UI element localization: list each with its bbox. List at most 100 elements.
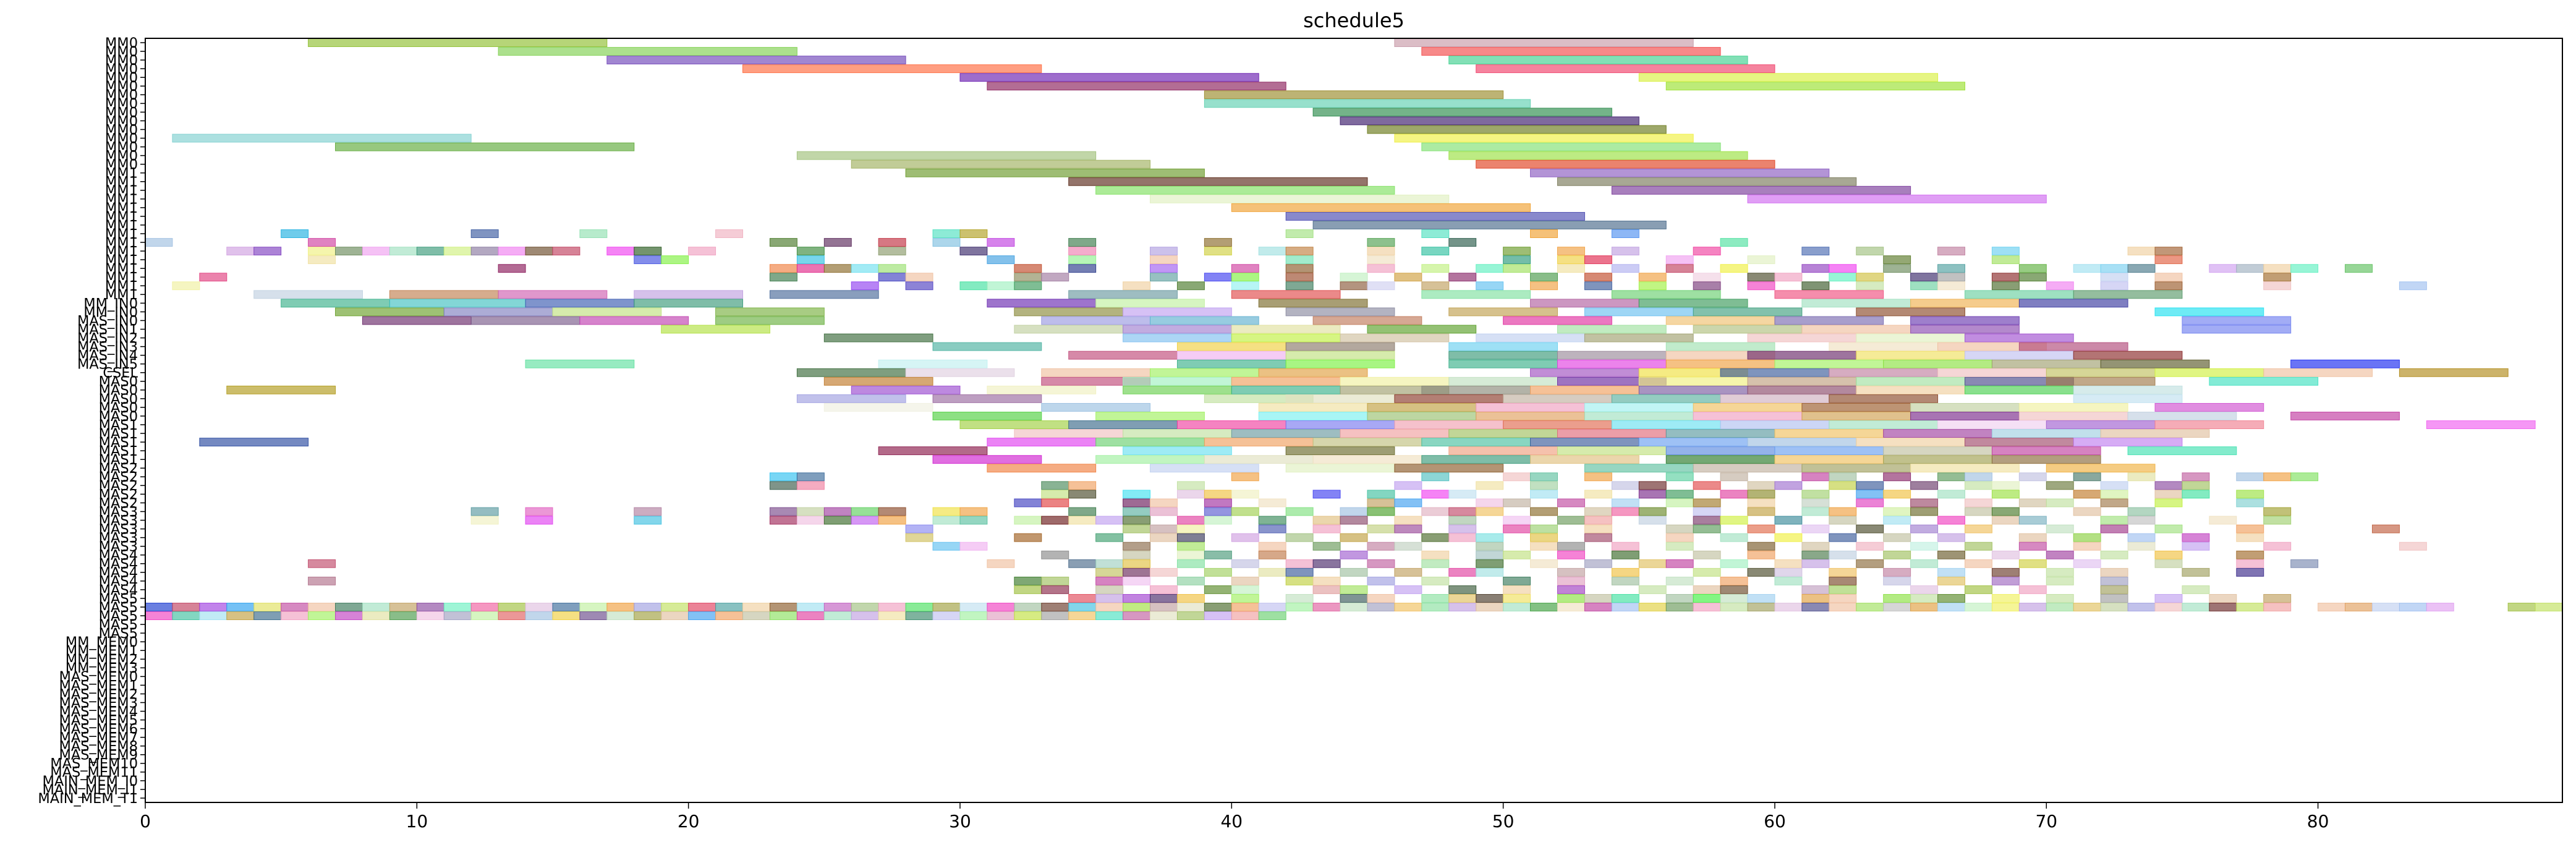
task-bar (2073, 394, 2183, 403)
task-bar (1150, 585, 1178, 594)
task-bar (2154, 255, 2183, 265)
task-bar (1530, 603, 1558, 611)
task-bar (1014, 603, 1042, 611)
task-bar (1584, 593, 1612, 603)
task-bar (1856, 307, 1965, 317)
task-bar (1448, 429, 1558, 438)
task-bar (1095, 611, 1124, 620)
task-bar (1340, 376, 1450, 386)
task-bar (1801, 264, 1830, 273)
task-bar (525, 247, 553, 256)
task-bar (1638, 507, 1667, 516)
task-bar (1747, 490, 1775, 499)
task-bar (1421, 603, 1450, 611)
task-bar (796, 516, 825, 525)
task-bar (1150, 255, 1178, 265)
task-bar (606, 611, 635, 620)
task-bar (1123, 559, 1151, 568)
task-bar (1123, 576, 1151, 585)
task-bar (335, 307, 444, 317)
y-tick-label: MM1 (105, 174, 138, 190)
task-bar (1557, 516, 1585, 525)
task-bar (1476, 542, 1504, 551)
task-bar (1964, 559, 1992, 568)
task-bar (308, 611, 336, 620)
task-bar (1367, 264, 1395, 273)
task-bar (470, 229, 499, 238)
task-bar (1665, 524, 1694, 534)
task-bar (2073, 290, 2183, 299)
task-bar (1095, 585, 1124, 594)
y-tick-label: MAS3 (99, 504, 138, 520)
task-bar (987, 281, 1015, 291)
task-bar (335, 247, 363, 256)
task-bar (1937, 568, 1965, 577)
task-bar (715, 307, 825, 317)
y-tick-label: MAS3 (99, 530, 138, 546)
task-bar (525, 359, 635, 368)
task-bar (1312, 221, 1667, 229)
task-bar (1476, 412, 1585, 420)
y-tick-label: MAS0 (99, 383, 138, 399)
task-bar (552, 307, 662, 317)
task-bar (2263, 368, 2373, 377)
task-bar (498, 611, 526, 620)
task-bar (1720, 593, 1748, 603)
task-bar (2100, 498, 2128, 508)
task-bar (796, 394, 906, 403)
y-tick-label: MAS1 (99, 426, 138, 442)
task-bar (1285, 394, 1395, 403)
task-bar (1258, 603, 1286, 611)
task-bar (1801, 299, 1911, 308)
task-bar (1312, 576, 1341, 585)
task-bar (1530, 368, 1639, 377)
task-bar (2046, 550, 2074, 559)
task-bar (2073, 559, 2101, 568)
task-bar (1176, 533, 1205, 542)
task-bar (1123, 550, 1151, 559)
task-bar (362, 611, 390, 620)
task-bar (1611, 264, 1639, 273)
task-bar (1665, 576, 1694, 585)
task-bar (1068, 490, 1097, 499)
task-bar (2209, 593, 2237, 603)
task-bar (1340, 507, 1368, 516)
task-bar (1937, 533, 1965, 542)
task-bar (2073, 490, 2101, 499)
task-bar (1747, 550, 1775, 559)
y-tick-label: MAS1 (99, 417, 138, 433)
task-bar (1258, 516, 1286, 525)
y-tick-label: MAS2 (99, 469, 138, 485)
task-bar (2345, 603, 2373, 611)
task-bar (1747, 438, 1857, 447)
task-bar (1829, 394, 1939, 403)
task-bar (1367, 238, 1395, 247)
task-bar (1176, 481, 1205, 490)
task-bar (443, 247, 472, 256)
task-bar (1123, 516, 1151, 525)
task-bar (1557, 429, 1667, 438)
task-bar (1204, 498, 1232, 508)
task-bar (1774, 603, 1803, 611)
task-bar (2209, 264, 2237, 273)
task-bar (1095, 438, 1205, 447)
task-bar (1068, 593, 1097, 603)
task-bar (1204, 585, 1232, 594)
task-bar (1611, 481, 1639, 490)
task-bar (823, 507, 852, 516)
task-bar (634, 255, 662, 265)
task-bar (932, 412, 1042, 420)
task-bar (1611, 247, 1639, 256)
task-bar (851, 507, 879, 516)
task-bar (2018, 264, 2047, 273)
task-bar (1530, 533, 1558, 542)
task-bar (1829, 273, 1857, 282)
task-bar (1747, 593, 1775, 603)
task-bar (1041, 490, 1069, 499)
task-bar (1883, 516, 1911, 525)
task-bar (2426, 420, 2536, 429)
task-bar (1774, 481, 1803, 490)
task-bar (1557, 576, 1585, 585)
y-axis: MM0MM0MM0MM0MM0MM0MM0MM0MM0MM0MM0MM0MM0M… (38, 35, 145, 807)
task-bar (1693, 247, 1721, 256)
